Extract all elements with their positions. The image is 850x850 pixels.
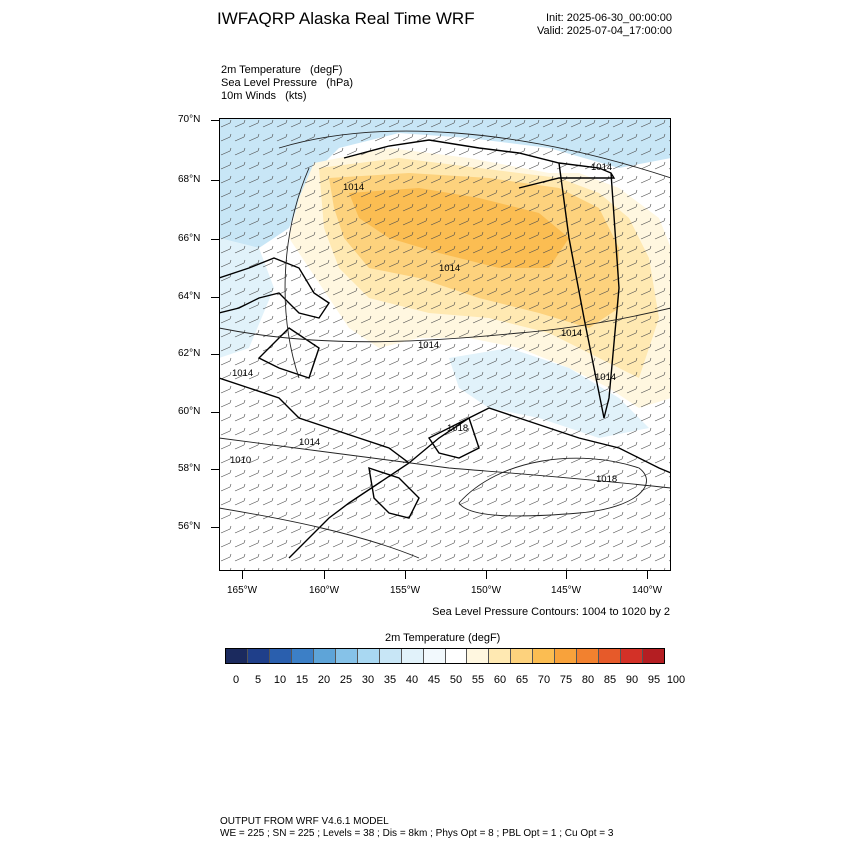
colorbar-swatch [357,649,380,663]
field-temperature: 2m Temperature (degF) [221,64,343,76]
colorbar-swatch [445,649,468,663]
colorbar-label: 45 [427,674,441,686]
colorbar-label: 90 [625,674,639,686]
coastline [219,139,671,559]
colorbar [225,648,665,664]
colorbar-label: 70 [537,674,551,686]
slp-label: 1018 [447,423,468,434]
lat-label: 58°N [178,463,201,474]
colorbar-swatch [555,649,578,663]
colorbar-label: 25 [339,674,353,686]
colorbar-swatch [269,649,292,663]
map-frame [219,118,671,571]
field-pressure: Sea Level Pressure (hPa) [221,77,354,89]
colorbar-label: 80 [581,674,595,686]
colorbar-label: 60 [493,674,507,686]
contour-note: Sea Level Pressure Contours: 1004 to 102… [432,606,670,618]
colorbar-label: 35 [383,674,397,686]
colorbar-label: 55 [471,674,485,686]
colorbar-swatch [643,649,665,663]
model-footer: OUTPUT FROM WRF V4.6.1 MODEL WE = 225 ; … [220,816,613,840]
colorbar-swatch [533,649,556,663]
colorbar-swatch [313,649,336,663]
canada-border [558,162,605,419]
footer-line-2: WE = 225 ; SN = 225 ; Levels = 38 ; Dis … [220,828,614,839]
colorbar-label: 5 [254,674,262,686]
colorbar-swatch [226,649,248,663]
slp-label: 1014 [591,162,612,173]
colorbar-swatch [621,649,644,663]
lon-label: 150°W [471,585,502,596]
slp-labels: 1014 1014 1014 1014 1014 1014 1014 1010 … [230,162,617,485]
slp-label: 1010 [230,455,251,466]
lon-label: 155°W [390,585,421,596]
lon-label: 140°W [632,585,663,596]
colorbar-label: 95 [647,674,661,686]
alaska-map: 1014 1014 1014 1014 1014 1014 1014 1010 … [219,118,671,571]
colorbar-label: 50 [449,674,463,686]
slp-label: 1014 [418,340,439,351]
colorbar-label: 40 [405,674,419,686]
colorbar-swatch [247,649,270,663]
lon-label: 145°W [551,585,582,596]
colorbar-label: 100 [666,674,686,686]
slp-label: 1014 [439,263,460,274]
colorbar-swatch [599,649,622,663]
lat-label: 56°N [178,521,201,532]
colorbar-title: 2m Temperature (degF) [385,632,501,644]
colorbar-swatch [577,649,600,663]
colorbar-label: 85 [603,674,617,686]
slp-label: 1014 [232,368,253,379]
colorbar-swatch [423,649,446,663]
lat-label: 68°N [178,174,201,185]
colorbar-swatch [467,649,490,663]
colorbar-swatch [291,649,314,663]
init-time: Init: 2025-06-30_00:00:00 [546,12,672,24]
colorbar-label: 20 [317,674,331,686]
run-times: Init: 2025-06-30_00:00:00 Valid: 2025-07… [537,12,672,38]
colorbar-swatch [335,649,358,663]
lat-label: 64°N [178,291,201,302]
valid-time: Valid: 2025-07-04_17:00:00 [537,25,672,37]
slp-label: 1014 [595,372,616,383]
wind-barb-field [219,118,671,571]
slp-label: 1014 [561,328,582,339]
figure-title: IWFAQRP Alaska Real Time WRF [217,9,475,28]
field-winds: 10m Winds (kts) [221,90,307,102]
colorbar-label: 30 [361,674,375,686]
slp-label: 1018 [596,474,617,485]
slp-label: 1014 [299,437,320,448]
lon-label: 165°W [227,585,258,596]
colorbar-swatch [489,649,512,663]
lat-label: 70°N [178,114,201,125]
colorbar-label: 15 [295,674,309,686]
lat-label: 62°N [178,348,201,359]
colorbar-swatch [401,649,424,663]
colorbar-swatch [379,649,402,663]
colorbar-label: 65 [515,674,529,686]
colorbar-label: 0 [232,674,240,686]
colorbar-label: 10 [273,674,287,686]
colorbar-label: 75 [559,674,573,686]
field-list: 2m Temperature (degF) Sea Level Pressure… [221,64,353,103]
footer-line-1: OUTPUT FROM WRF V4.6.1 MODEL [220,816,389,827]
lon-label: 160°W [309,585,340,596]
lat-label: 60°N [178,406,201,417]
colorbar-swatch [511,649,534,663]
lat-label: 66°N [178,233,201,244]
slp-label: 1014 [343,182,364,193]
